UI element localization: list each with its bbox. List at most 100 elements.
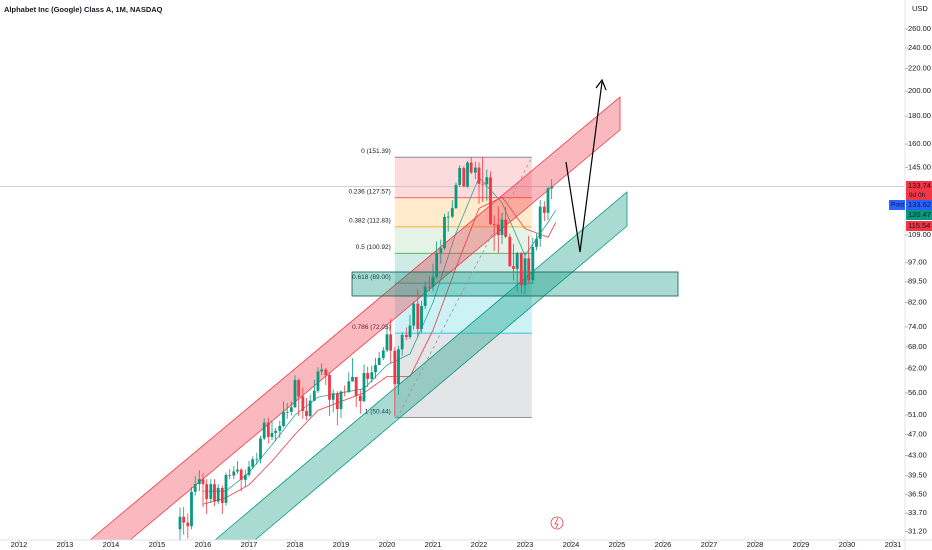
- candle-body: [542, 206, 546, 213]
- y-tick-label: 51.00: [908, 410, 927, 419]
- price-tag: [906, 181, 932, 191]
- candle-body: [519, 253, 523, 286]
- fib-label: 0.5 (100.92): [356, 244, 391, 251]
- y-tick-label: 68.00: [908, 342, 927, 351]
- price-tag-label: 133.62: [908, 200, 931, 209]
- candle-body: [377, 357, 381, 365]
- x-tick-label: 2024: [563, 540, 580, 549]
- candle-body: [182, 516, 186, 523]
- fib-band: [394, 333, 532, 418]
- candle-body: [197, 479, 201, 485]
- candle-body: [213, 484, 216, 502]
- x-tick-label: 2019: [333, 540, 350, 549]
- candle-body: [458, 167, 462, 185]
- x-tick-label: 2021: [425, 540, 442, 549]
- candle-body: [492, 224, 496, 226]
- candle-body: [374, 364, 377, 373]
- x-tick-label: 2026: [655, 540, 672, 549]
- candle-body: [504, 219, 508, 237]
- candle-body: [481, 183, 485, 185]
- candle-body: [312, 390, 316, 401]
- price-tag: [906, 210, 932, 220]
- candle-body: [527, 258, 531, 281]
- candle-body: [408, 325, 412, 337]
- candle-body: [232, 471, 236, 476]
- candle-body: [427, 286, 431, 288]
- candle-body: [370, 372, 374, 379]
- candle-body: [205, 484, 209, 499]
- candle-body: [389, 334, 393, 351]
- candle-body: [335, 393, 339, 410]
- x-tick-label: 2012: [11, 540, 28, 549]
- y-tick-label: 47.00: [908, 429, 927, 438]
- candle-body: [404, 334, 408, 337]
- candle-body: [362, 373, 366, 402]
- price-tag-label: 115.54: [908, 221, 930, 230]
- y-tick-label: 145.00: [908, 162, 931, 171]
- candle-body: [381, 350, 385, 358]
- candle-body: [289, 407, 293, 412]
- candle-body: [259, 438, 262, 459]
- plot: 0 (151.39) 0.236 (127.57) 0.382 (112.83) 0.…: [0, 148, 905, 505]
- y-tick-label: 82.00: [908, 297, 927, 306]
- y-tick-label: 220.00: [908, 64, 931, 73]
- candle-body: [216, 487, 220, 502]
- candle-body: [201, 479, 205, 485]
- y-tick-label: 31.20: [908, 526, 927, 535]
- y-tick-label: 160.00: [908, 139, 931, 148]
- candle-body: [186, 522, 190, 527]
- x-tick-label: 2025: [609, 540, 626, 549]
- candle-body: [278, 425, 282, 431]
- candle-body: [393, 350, 397, 385]
- event-icon[interactable]: [550, 516, 564, 530]
- candle-body: [431, 276, 435, 287]
- candle-body: [255, 458, 259, 460]
- candle-body: [220, 487, 224, 503]
- candle-body: [347, 381, 351, 393]
- candle-body: [550, 186, 554, 189]
- x-tick-label: 2017: [241, 540, 258, 549]
- y-tick-label: 89.50: [908, 277, 927, 286]
- candle-body: [366, 373, 370, 379]
- candle-body: [420, 305, 423, 330]
- candle-body: [190, 491, 193, 527]
- candle-body: [274, 430, 278, 433]
- moving-average: [202, 196, 557, 505]
- candle-body: [308, 400, 312, 416]
- y-tick-label: 200.00: [908, 86, 931, 95]
- candle-body: [224, 474, 228, 503]
- x-tick-label: 2027: [701, 540, 718, 549]
- candle-body: [400, 334, 404, 350]
- x-tick-label: 2030: [839, 540, 856, 549]
- candle-body: [239, 469, 243, 480]
- y-tick-label: 97.00: [908, 258, 927, 267]
- candle-body: [351, 376, 354, 382]
- fib-band: [394, 197, 532, 227]
- x-tick-label: 2022: [471, 540, 488, 549]
- candle-body: [454, 184, 458, 209]
- candle-body: [247, 466, 251, 475]
- tag-box: [889, 200, 905, 210]
- fib-label: 0.382 (112.83): [349, 218, 391, 225]
- candle-body: [538, 206, 542, 239]
- candle-body: [496, 224, 500, 236]
- price-tag: [906, 221, 932, 231]
- candle-body: [435, 252, 439, 277]
- candle-body: [500, 219, 504, 236]
- x-tick-label: 2029: [793, 540, 810, 549]
- y-tick-label: 62.00: [908, 364, 927, 373]
- candle-body: [354, 376, 358, 396]
- candle-body: [270, 432, 274, 437]
- candle-body: [358, 395, 362, 402]
- candle-body: [450, 208, 454, 217]
- candle-body: [262, 422, 266, 439]
- candle-body: [301, 396, 305, 411]
- candle-body: [485, 177, 489, 185]
- candle-body: [412, 303, 416, 326]
- y-tick-label: 33.70: [908, 508, 927, 517]
- candle-body: [236, 469, 239, 472]
- y-tick-label: 56.00: [908, 388, 927, 397]
- fib-label: 0 (151.39): [361, 148, 391, 155]
- price-tag-label: 120.47: [908, 210, 931, 219]
